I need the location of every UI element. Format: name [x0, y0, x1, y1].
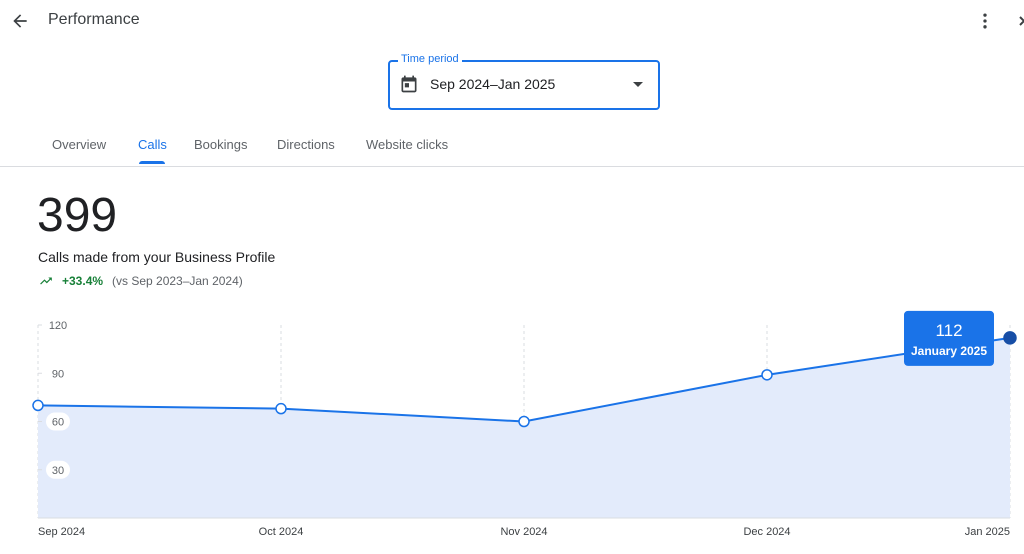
point [32, 399, 44, 412]
tab[interactable]: Bookings [194, 137, 248, 152]
x-tick-label: Nov 2024 [500, 526, 547, 538]
x-tick-label: Oct 2024 [259, 526, 304, 538]
x-tick-label: Jan 2025 [965, 526, 1010, 538]
point-selected [1003, 331, 1017, 345]
change-value: +33.4% [62, 274, 104, 288]
point [518, 415, 530, 428]
tab-indicator [139, 161, 165, 164]
tab-bar: Overview Calls Bookings Directions Websi… [0, 130, 1024, 167]
time-period-select[interactable] [388, 60, 660, 110]
more-button[interactable] [975, 11, 995, 31]
page-title: Performance [48, 11, 140, 28]
comparison-text: (vs Sep 2023–Jan 2024) [112, 274, 243, 288]
total-description: Calls made from your Business Profile [38, 249, 276, 265]
tooltip [904, 310, 994, 366]
y-tick-background [46, 460, 70, 479]
time-period-value: Sep 2024–Jan 2025 [430, 76, 556, 92]
x-tick-label: Sep 2024 [38, 526, 85, 538]
tab[interactable]: Website clicks [366, 137, 449, 152]
y-tick-label: 60 [52, 417, 64, 429]
y-tick-label: 90 [52, 368, 64, 380]
point [761, 369, 773, 381]
total-value: 399 [37, 189, 118, 242]
back-button[interactable] [10, 11, 30, 31]
tab[interactable]: Directions [277, 137, 335, 152]
tooltip-value: 112 [935, 321, 962, 340]
x-tick-label: Dec 2024 [743, 526, 790, 538]
y-tick-background [46, 412, 70, 431]
calendar-icon [401, 75, 417, 93]
tooltip-label: January 2025 [911, 344, 987, 358]
trend-icon [40, 277, 52, 285]
tab[interactable]: Overview [52, 137, 107, 152]
chart: 112 January 2025 30 60 90 120 Sep 2024 Oct 2024… [32, 310, 1017, 538]
dropdown-arrow [633, 82, 643, 87]
area-fill [38, 337, 1010, 518]
y-tick-background [46, 364, 70, 383]
close-button[interactable] [1014, 13, 1024, 29]
y-tick-background [46, 316, 70, 334]
tab-active[interactable]: Calls [138, 137, 167, 152]
y-tick-label: 30 [52, 465, 64, 477]
point [275, 402, 287, 415]
y-tick-label: 120 [49, 320, 67, 332]
time-period-label: Time period [398, 53, 462, 65]
